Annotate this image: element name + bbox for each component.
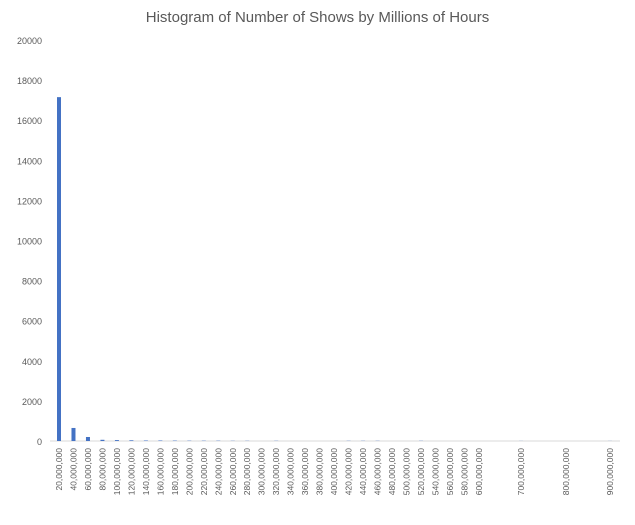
bar [85, 436, 90, 441]
x-tick-label: 400,000,000 [329, 448, 339, 496]
x-tick-label: 700,000,000 [516, 448, 526, 496]
y-tick-label: 10000 [17, 237, 42, 247]
x-tick-label: 20,000,000 [54, 448, 64, 491]
x-tick-label: 460,000,000 [373, 448, 383, 496]
y-tick-label: 20000 [17, 36, 42, 46]
x-tick-label: 900,000,000 [605, 448, 615, 496]
x-tick-label: 40,000,000 [68, 448, 78, 491]
y-tick-label: 8000 [22, 277, 42, 287]
bar [129, 440, 134, 441]
x-tick-label: 540,000,000 [430, 448, 440, 496]
y-tick-label: 6000 [22, 317, 42, 327]
y-tick-label: 4000 [22, 357, 42, 367]
x-tick-label: 380,000,000 [315, 448, 325, 496]
y-tick-label: 0 [37, 437, 42, 447]
x-tick-label: 360,000,000 [300, 448, 310, 496]
x-tick-label: 300,000,000 [257, 448, 267, 496]
bar [114, 440, 119, 441]
x-tick-label: 800,000,000 [561, 448, 571, 496]
x-tick-label: 320,000,000 [271, 448, 281, 496]
y-tick-label: 12000 [17, 196, 42, 206]
x-tick-label: 140,000,000 [141, 448, 151, 496]
bar [57, 97, 61, 441]
bar [100, 439, 105, 441]
x-tick-label: 100,000,000 [112, 448, 122, 496]
x-tick-label: 200,000,000 [184, 448, 194, 496]
x-tick-label: 220,000,000 [199, 448, 209, 496]
bar [71, 427, 76, 441]
x-tick-label: 260,000,000 [228, 448, 238, 496]
chart-title: Histogram of Number of Shows by Millions… [145, 9, 490, 26]
x-tick-label: 240,000,000 [213, 448, 223, 496]
bar [158, 440, 163, 441]
x-tick-label: 480,000,000 [387, 448, 397, 496]
x-tick-label: 80,000,000 [97, 448, 107, 491]
y-tick-label: 16000 [17, 116, 42, 126]
x-tick-label: 280,000,000 [242, 448, 252, 496]
x-tick-label: 440,000,000 [358, 448, 368, 496]
x-tick-label: 340,000,000 [286, 448, 296, 496]
x-tick-label: 420,000,000 [344, 448, 354, 496]
x-tick-label: 520,000,000 [416, 448, 426, 496]
x-tick-label: 180,000,000 [170, 448, 180, 496]
x-tick-label: 600,000,000 [474, 448, 484, 496]
x-tick-label: 160,000,000 [155, 448, 165, 496]
x-tick-label: 580,000,000 [459, 448, 469, 496]
x-tick-label: 560,000,000 [445, 448, 455, 496]
x-tick-label: 60,000,000 [83, 448, 93, 491]
x-tick-label: 120,000,000 [126, 448, 136, 496]
x-tick-label: 500,000,000 [402, 448, 412, 496]
y-tick-label: 18000 [17, 76, 42, 86]
y-tick-label: 2000 [22, 397, 42, 407]
y-tick-label: 14000 [17, 156, 42, 166]
bar [143, 440, 148, 441]
